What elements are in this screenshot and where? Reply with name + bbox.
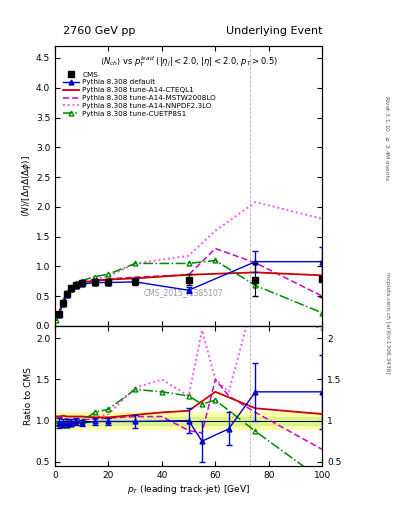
- Pythia 8.308 tune-A14-MSTW2008LO: [74, 281, 79, 287]
- Bar: [55, 417, 322, 425]
- Pythia 8.308 tune-A14-NNPDF2.3LO: [74, 280, 79, 286]
- Pythia 8.308 tune-A14-NNPDF2.3LO: [61, 298, 65, 304]
- Pythia 8.308 tune-CUETP8S1: [61, 298, 65, 304]
- Pythia 8.308 tune-CUETP8S1: [253, 283, 258, 289]
- Pythia 8.308 tune-A14-MSTW2008LO: [69, 285, 73, 291]
- Pythia 8.308 tune-A14-MSTW2008LO: [79, 280, 84, 286]
- Pythia 8.308 tune-A14-NNPDF2.3LO: [54, 317, 59, 323]
- Pythia 8.308 tune-A14-NNPDF2.3LO: [106, 273, 111, 280]
- Pythia 8.308 tune-A14-MSTW2008LO: [213, 245, 218, 251]
- Pythia 8.308 tune-CUETP8S1: [65, 290, 70, 296]
- Pythia 8.308 tune-A14-MSTW2008LO: [106, 276, 111, 282]
- Pythia 8.308 tune-A14-CTEQL1: [69, 285, 73, 291]
- Pythia 8.308 tune-CUETP8S1: [133, 261, 138, 267]
- Pythia 8.308 tune-A14-NNPDF2.3LO: [65, 289, 70, 295]
- Legend: CMS, Pythia 8.308 default, Pythia 8.308 tune-A14-CTEQL1, Pythia 8.308 tune-A14-M: CMS, Pythia 8.308 default, Pythia 8.308 …: [61, 69, 218, 119]
- Pythia 8.308 tune-A14-CTEQL1: [61, 298, 65, 304]
- Pythia 8.308 tune-A14-CTEQL1: [106, 276, 111, 283]
- Pythia 8.308 tune-A14-MSTW2008LO: [61, 298, 65, 304]
- Pythia 8.308 tune-CUETP8S1: [213, 258, 218, 264]
- Text: Rivet 3.1.10, $\geq$ 3.4M events: Rivet 3.1.10, $\geq$ 3.4M events: [383, 95, 391, 181]
- Pythia 8.308 tune-CUETP8S1: [320, 310, 325, 316]
- Line: Pythia 8.308 tune-A14-MSTW2008LO: Pythia 8.308 tune-A14-MSTW2008LO: [56, 248, 322, 320]
- Pythia 8.308 tune-A14-CTEQL1: [253, 269, 258, 275]
- Pythia 8.308 tune-A14-CTEQL1: [57, 310, 61, 316]
- Pythia 8.308 tune-A14-CTEQL1: [133, 275, 138, 282]
- Pythia 8.308 tune-A14-MSTW2008LO: [57, 310, 61, 316]
- Pythia 8.308 tune-A14-CTEQL1: [186, 272, 191, 278]
- Pythia 8.308 tune-CUETP8S1: [74, 280, 79, 286]
- Text: Underlying Event: Underlying Event: [226, 26, 322, 36]
- Pythia 8.308 tune-A14-MSTW2008LO: [186, 272, 191, 278]
- Line: Pythia 8.308 tune-A14-CTEQL1: Pythia 8.308 tune-A14-CTEQL1: [56, 272, 322, 320]
- Pythia 8.308 tune-CUETP8S1: [69, 284, 73, 290]
- Pythia 8.308 tune-A14-NNPDF2.3LO: [133, 261, 138, 267]
- Pythia 8.308 tune-CUETP8S1: [79, 278, 84, 284]
- Pythia 8.308 tune-A14-CTEQL1: [79, 280, 84, 286]
- Pythia 8.308 tune-A14-NNPDF2.3LO: [93, 276, 97, 282]
- Text: mcplots.cern.ch [arXiv:1306.3436]: mcplots.cern.ch [arXiv:1306.3436]: [385, 272, 389, 373]
- Pythia 8.308 tune-A14-MSTW2008LO: [253, 260, 258, 266]
- Pythia 8.308 tune-CUETP8S1: [106, 271, 111, 277]
- Pythia 8.308 tune-A14-NNPDF2.3LO: [186, 252, 191, 259]
- Pythia 8.308 tune-A14-NNPDF2.3LO: [253, 199, 258, 205]
- Text: 2760 GeV pp: 2760 GeV pp: [63, 26, 135, 36]
- Line: Pythia 8.308 tune-CUETP8S1: Pythia 8.308 tune-CUETP8S1: [54, 258, 325, 323]
- Pythia 8.308 tune-A14-NNPDF2.3LO: [69, 284, 73, 290]
- Text: CMS_2015_I1385107: CMS_2015_I1385107: [143, 288, 223, 297]
- Pythia 8.308 tune-A14-NNPDF2.3LO: [320, 216, 325, 222]
- Pythia 8.308 tune-CUETP8S1: [186, 261, 191, 267]
- Pythia 8.308 tune-A14-MSTW2008LO: [65, 290, 70, 296]
- Pythia 8.308 tune-CUETP8S1: [57, 310, 61, 316]
- Pythia 8.308 tune-A14-MSTW2008LO: [93, 278, 97, 284]
- Text: $\langle N_{ch}\rangle$ vs $p_T^{lead}$ ($|\eta_j|<2.0$, $|\eta|<2.0$, $p_T>0.5$: $\langle N_{ch}\rangle$ vs $p_T^{lead}$ …: [100, 54, 277, 69]
- Pythia 8.308 tune-A14-NNPDF2.3LO: [79, 278, 84, 284]
- Y-axis label: Ratio to CMS: Ratio to CMS: [24, 367, 33, 425]
- Pythia 8.308 tune-A14-CTEQL1: [74, 281, 79, 287]
- Pythia 8.308 tune-A14-NNPDF2.3LO: [213, 228, 218, 234]
- Pythia 8.308 tune-A14-MSTW2008LO: [133, 274, 138, 280]
- Line: Pythia 8.308 tune-A14-NNPDF2.3LO: Pythia 8.308 tune-A14-NNPDF2.3LO: [56, 202, 322, 320]
- Pythia 8.308 tune-A14-CTEQL1: [54, 317, 59, 323]
- Bar: [55, 412, 322, 429]
- Pythia 8.308 tune-A14-CTEQL1: [93, 278, 97, 284]
- X-axis label: $p_T$ (leading track-jet) [GeV]: $p_T$ (leading track-jet) [GeV]: [127, 482, 250, 496]
- Pythia 8.308 tune-A14-NNPDF2.3LO: [57, 310, 61, 316]
- Pythia 8.308 tune-A14-CTEQL1: [65, 290, 70, 296]
- Pythia 8.308 tune-A14-CTEQL1: [320, 272, 325, 279]
- Pythia 8.308 tune-A14-MSTW2008LO: [320, 293, 325, 300]
- Pythia 8.308 tune-CUETP8S1: [93, 273, 97, 280]
- Pythia 8.308 tune-A14-MSTW2008LO: [54, 317, 59, 323]
- Pythia 8.308 tune-CUETP8S1: [54, 317, 59, 323]
- Y-axis label: $\langle N\rangle/[\Delta\eta\Delta(\Delta\phi)]$: $\langle N\rangle/[\Delta\eta\Delta(\Del…: [20, 155, 33, 217]
